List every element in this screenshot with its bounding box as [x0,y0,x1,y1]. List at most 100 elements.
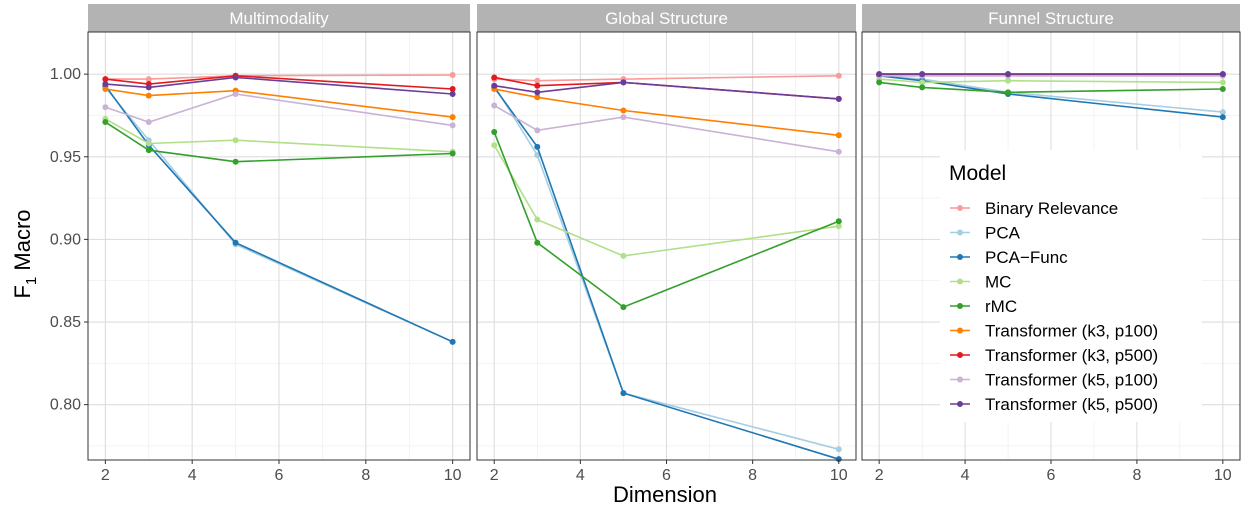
x-tick-label: 2 [875,467,884,484]
data-point [232,158,239,165]
data-point [491,74,498,81]
series-line [105,88,453,118]
data-point [919,71,926,78]
data-point [102,76,109,83]
panel-strip-title: Funnel Structure [988,9,1114,28]
data-point [145,147,152,154]
x-tick-label: 6 [275,467,284,484]
data-point [1219,79,1226,86]
series-mc [491,142,842,259]
data-point [491,82,498,89]
legend-key-point [957,376,963,383]
legend-item: Transformer (k5, p100) [950,371,1158,390]
data-point [835,72,842,79]
legend-title: Model [949,162,1006,185]
data-point [534,82,541,89]
series-transformer-k5-p100- [491,102,842,155]
data-point [835,223,842,230]
data-point [919,84,926,91]
data-point [835,95,842,102]
y-tick-label: 0.95 [50,149,81,166]
legend-label: Transformer (k5, p500) [985,395,1158,414]
legend-key-point [957,205,963,211]
data-point [620,107,627,114]
data-point [449,86,456,93]
series-rmc [876,79,1226,96]
data-point [534,239,541,246]
legend-label: rMC [985,297,1017,316]
legend-key-point [957,278,963,285]
series-line [105,74,453,90]
legend-item: Transformer (k3, p100) [950,322,1158,341]
data-point [1005,89,1012,96]
series-line [105,93,453,127]
data-point [620,304,627,311]
data-point [491,142,498,149]
series-line [879,81,1223,94]
series-rmc [491,128,842,311]
data-point [449,338,456,345]
panel-1: Global Structure [476,4,857,463]
series-line [494,75,839,82]
series-line [105,74,453,80]
legend-item: PCA−Func [950,248,1068,267]
panel-strip-title: Global Structure [605,9,728,28]
data-point [620,114,627,121]
y-axis-title-main: F [10,285,35,298]
data-point [1219,71,1226,78]
data-point [145,119,152,126]
data-point [1005,71,1012,78]
panel-strip [477,4,856,32]
y-tick-label: 0.80 [50,397,81,414]
data-point [534,89,541,96]
series-line [494,88,839,137]
data-point [145,92,152,99]
legend-label: Binary Relevance [985,199,1118,218]
data-point [232,137,239,144]
x-axis-title: Dimension [613,482,717,507]
data-point [534,152,541,159]
legend: Model Binary Relevance PCA PCA−Func MC rMC Tr… [940,150,1202,422]
x-tick-label: 4 [576,467,585,484]
legend-key-point [957,327,963,334]
data-point [620,252,627,259]
data-point [232,74,239,81]
gridlines [477,32,856,460]
data-point [876,71,883,78]
legend-item: Transformer (k5, p500) [950,395,1158,414]
x-tick-label: 10 [830,467,848,484]
panel-strip [862,4,1240,32]
series-transformer-k3-p100- [102,86,456,121]
x-tick-label: 8 [1132,467,1141,484]
gridlines [88,32,470,460]
legend-label: Transformer (k3, p500) [985,346,1158,365]
series-line [104,121,453,163]
data-point [449,150,456,157]
data-point [145,140,152,147]
legend-key-point [957,254,963,260]
y-axis-title-rest: Macro [10,209,35,276]
data-point [835,446,842,453]
data-point [449,71,456,78]
series-line [493,104,839,153]
y-tick-label: 0.85 [50,314,81,331]
data-point [102,86,109,93]
series-line [879,78,1223,84]
x-tick-label: 4 [961,467,970,484]
panel-strip-title: Multimodality [229,9,329,28]
data-point [919,79,926,86]
data-point [102,119,109,126]
data-point [232,90,239,97]
legend-background [940,150,1202,422]
panel-strip [88,4,470,32]
series-line [105,76,453,95]
data-point [835,132,842,139]
x-tick-label: 10 [444,467,462,484]
legend-item: Transformer (k3, p500) [950,346,1158,365]
data-point [491,102,498,109]
series-transformer-k5-p500- [491,79,842,102]
x-tick-label: 6 [662,467,671,484]
data-point [620,79,627,86]
legend-key-point [957,303,963,309]
